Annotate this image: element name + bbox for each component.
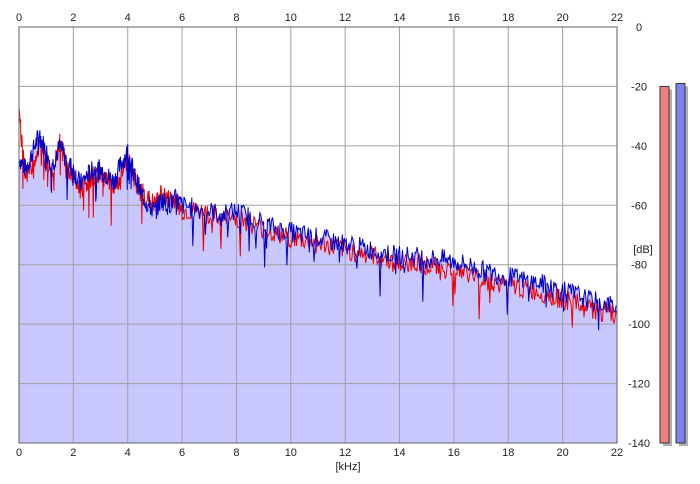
x-tick-label-top: 22 <box>611 12 623 24</box>
x-tick-label-top: 8 <box>233 12 239 24</box>
x-tick-label-bottom: 10 <box>285 447 297 459</box>
x-tick-label-bottom: 20 <box>557 447 569 459</box>
x-tick-label-top: 20 <box>557 12 569 24</box>
x-tick-label-bottom: 8 <box>233 447 239 459</box>
x-tick-label-top: 12 <box>339 12 351 24</box>
y-tick-label: -140 <box>628 438 650 450</box>
x-tick-label-top: 0 <box>16 12 22 24</box>
level-meter-bar <box>675 82 686 444</box>
x-tick-label-top: 14 <box>393 12 405 24</box>
level-meters <box>659 82 688 446</box>
x-tick-label-bottom: 18 <box>502 447 514 459</box>
spectrum-fill-area <box>19 130 617 443</box>
x-tick-label-top: 18 <box>502 12 514 24</box>
x-tick-label-top: 10 <box>285 12 297 24</box>
x-tick-label-top: 2 <box>70 12 76 24</box>
y-tick-label: 0 <box>636 22 642 34</box>
x-tick-label-bottom: 0 <box>16 447 22 459</box>
x-tick-label-bottom: 4 <box>125 447 131 459</box>
x-tick-label-bottom: 2 <box>70 447 76 459</box>
x-tick-label-bottom: 22 <box>611 447 623 459</box>
x-tick-label-bottom: 12 <box>339 447 351 459</box>
y-tick-label: -120 <box>628 379 650 391</box>
spectrum-fill <box>19 130 617 443</box>
x-tick-label-bottom: 6 <box>179 447 185 459</box>
tick-labels: 002244668810101212141416161818202022220-… <box>16 12 650 459</box>
y-axis-label: [dB] <box>633 244 653 256</box>
x-tick-label-top: 16 <box>448 12 460 24</box>
x-tick-label-bottom: 14 <box>393 447 405 459</box>
x-tick-label-top: 4 <box>125 12 131 24</box>
y-tick-label: -60 <box>631 200 647 212</box>
x-tick-label-top: 6 <box>179 12 185 24</box>
level-meter-bar <box>659 85 670 444</box>
y-tick-label: -100 <box>628 319 650 331</box>
x-tick-label-bottom: 16 <box>448 447 460 459</box>
y-tick-label: -40 <box>631 141 647 153</box>
series-line <box>18 130 618 331</box>
plot-frame <box>18 26 618 444</box>
series-lines <box>18 108 618 331</box>
axes <box>18 26 618 444</box>
y-tick-label: -80 <box>631 260 647 272</box>
y-tick-label: -20 <box>631 81 647 93</box>
x-axis-label: [kHz] <box>335 461 360 473</box>
